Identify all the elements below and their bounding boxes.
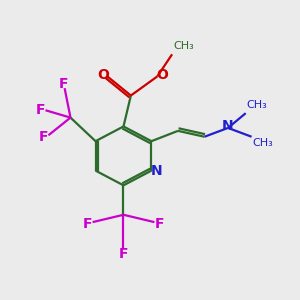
- Text: F: F: [155, 217, 164, 231]
- Text: O: O: [97, 68, 109, 82]
- Text: N: N: [222, 119, 234, 134]
- Text: O: O: [156, 68, 168, 82]
- Text: F: F: [58, 77, 68, 91]
- Text: CH₃: CH₃: [253, 138, 273, 148]
- Text: CH₃: CH₃: [247, 100, 267, 110]
- Text: F: F: [83, 217, 92, 231]
- Text: CH₃: CH₃: [174, 41, 194, 51]
- Text: F: F: [39, 130, 48, 144]
- Text: F: F: [119, 247, 128, 261]
- Text: F: F: [36, 103, 45, 117]
- Text: N: N: [151, 164, 163, 178]
